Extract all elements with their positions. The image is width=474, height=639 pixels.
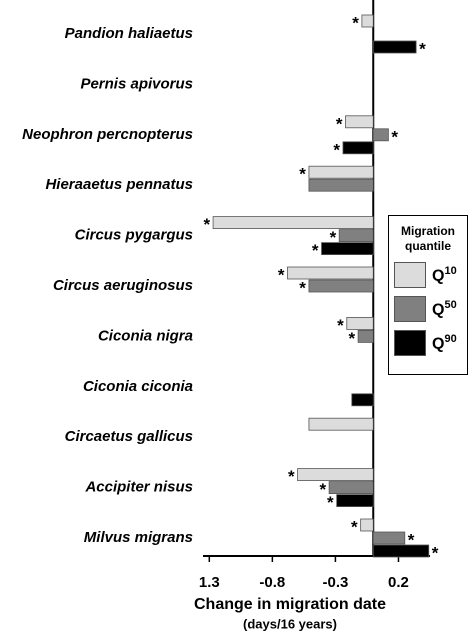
x-tick-label: 0.2 xyxy=(388,574,409,591)
category-label: Ciconia nigra xyxy=(98,327,193,344)
legend: Migration quantile Q10 Q50 Q90 xyxy=(388,215,468,375)
legend-label: Q10 xyxy=(432,264,457,285)
category-label: Neophron percnopterus xyxy=(22,126,193,143)
significance-marker: * xyxy=(288,467,295,486)
legend-label: Q90 xyxy=(432,332,457,353)
significance-marker: * xyxy=(432,543,439,562)
significance-marker: * xyxy=(327,493,334,512)
bar xyxy=(372,531,406,545)
significance-marker: * xyxy=(348,329,355,348)
bar xyxy=(351,393,374,407)
bar xyxy=(342,141,374,155)
significance-marker: * xyxy=(312,241,319,260)
legend-item: Q10 xyxy=(394,262,467,288)
significance-marker: * xyxy=(299,165,306,184)
category-label: Pernis apivorus xyxy=(80,75,193,92)
bar xyxy=(308,178,374,192)
bar xyxy=(297,468,374,482)
significance-marker: * xyxy=(278,265,285,284)
bar xyxy=(308,417,374,431)
x-axis-sublabel: (days/16 years) xyxy=(243,616,337,631)
category-label: Accipiter nisus xyxy=(84,479,193,496)
significance-marker: * xyxy=(408,530,415,549)
significance-marker: * xyxy=(333,140,340,159)
bar xyxy=(338,229,374,243)
significance-marker: * xyxy=(419,39,426,58)
significance-marker: * xyxy=(299,278,306,297)
legend-title: Migration quantile xyxy=(401,224,455,253)
legend-swatch xyxy=(394,262,426,288)
legend-item: Q50 xyxy=(394,296,467,322)
category-label: Hieraaetus pennatus xyxy=(45,176,193,193)
bar xyxy=(345,115,374,129)
significance-marker: * xyxy=(319,480,326,499)
bar xyxy=(308,279,374,293)
significance-marker: * xyxy=(203,215,210,234)
bar xyxy=(361,14,374,28)
category-label: Circus aeruginosus xyxy=(53,277,193,294)
significance-marker: * xyxy=(337,316,344,335)
legend-item: Q90 xyxy=(394,330,467,356)
legend-swatch xyxy=(394,330,426,356)
bar xyxy=(321,242,374,256)
bar xyxy=(336,494,374,508)
significance-marker: * xyxy=(391,127,398,146)
category-label: Ciconia ciconia xyxy=(83,378,193,395)
category-label: Pandion haliaetus xyxy=(65,25,193,42)
significance-marker: * xyxy=(352,13,359,32)
significance-marker: * xyxy=(336,114,343,133)
significance-marker: * xyxy=(330,228,337,247)
significance-marker: * xyxy=(351,517,358,536)
legend-label: Q50 xyxy=(432,298,457,319)
bar xyxy=(346,316,374,330)
x-tick-label: -0.3 xyxy=(322,574,348,591)
category-label: Milvus migrans xyxy=(84,529,193,546)
x-tick-label: 1.3 xyxy=(199,574,220,591)
legend-swatch xyxy=(394,296,426,322)
bar xyxy=(328,481,374,495)
bar xyxy=(287,266,374,280)
bar xyxy=(360,518,374,532)
bar xyxy=(357,329,374,343)
bar xyxy=(372,128,389,142)
bar xyxy=(372,544,430,558)
bar xyxy=(212,216,374,230)
x-axis-label: Change in migration date xyxy=(194,596,386,613)
bar xyxy=(308,165,374,179)
x-tick-label: -0.8 xyxy=(259,574,285,591)
category-label: Circus pygargus xyxy=(75,227,193,244)
category-label: Circaetus gallicus xyxy=(65,428,193,445)
bar xyxy=(372,40,417,54)
